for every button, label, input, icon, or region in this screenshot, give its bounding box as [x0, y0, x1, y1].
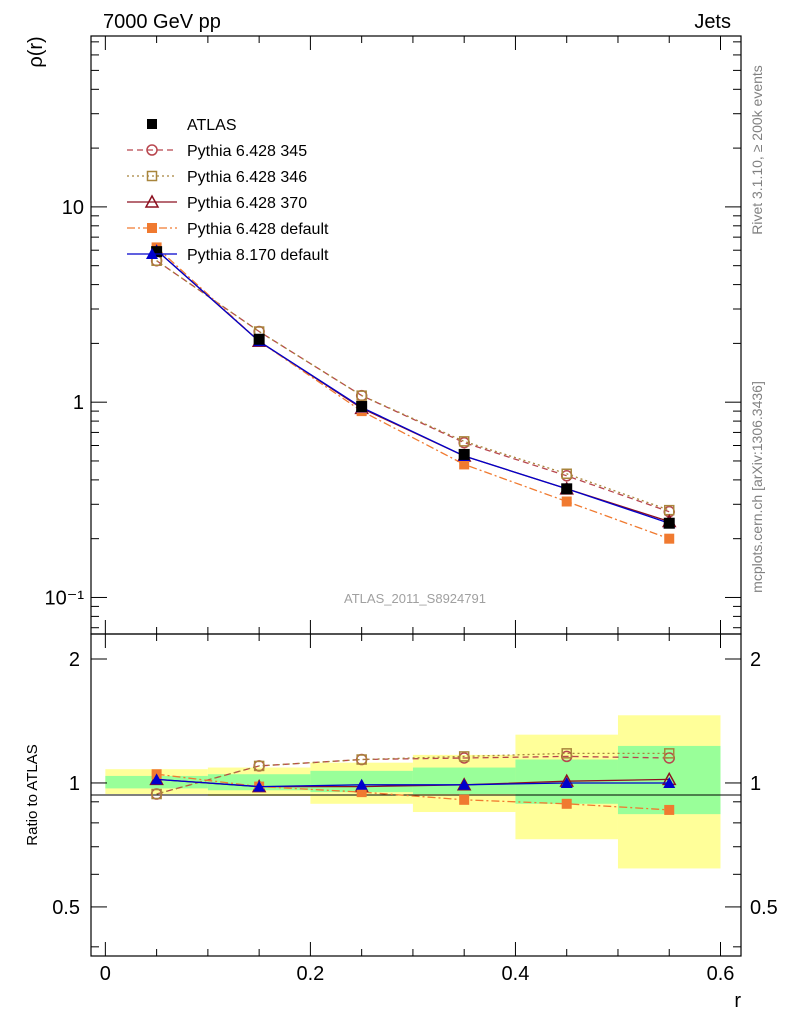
legend-label-pythia-6-428-default: Pythia 6.428 default: [187, 221, 329, 238]
side-label-rivet: Rivet 3.1.10, ≥ 200k events: [749, 65, 765, 235]
series-line-pythia-6-428-345: [156, 260, 670, 513]
ratio-y-tick-label-right-1: 1: [750, 773, 761, 795]
ratio-line-pythia-6-428-345: [156, 755, 670, 795]
main-plot-series: [149, 242, 677, 544]
point-pythia-6-428-346-2: [356, 390, 367, 401]
ratio-point-pythia-8-170-default-1: [253, 780, 266, 792]
series-line-pythia-6-428-346: [156, 260, 670, 511]
x-axis-label: r: [734, 990, 741, 1012]
x-tick-label-0: 0: [100, 963, 111, 985]
main-y-tick-label-1: 1: [73, 392, 84, 414]
ratio-uncertainty-bands: [105, 715, 721, 869]
legend-marker-pythia-6-428-345: [146, 144, 158, 156]
ratio-point-pythia-6-428-default-4: [561, 798, 572, 809]
ratio-line-pythia-6-428-346: [156, 752, 670, 795]
series-line-pythia-6-428-default: [156, 246, 670, 540]
ratio-y-tick-label-left-0: 0.5: [52, 897, 80, 919]
point-atlas-2: [356, 401, 368, 413]
ratio-point-pythia-6-428-346-4: [561, 748, 572, 759]
legend-label-pythia-6-428-370: Pythia 6.428 370: [187, 195, 307, 212]
point-pythia-6-428-default-4: [561, 496, 572, 507]
series-line-pythia-6-428-370: [156, 249, 670, 523]
main-y-tick-label-2: 10⁻¹: [45, 587, 85, 609]
ratio-point-pythia-6-428-default-5: [664, 804, 675, 815]
ratio-plot-frame: [90, 633, 742, 957]
legend-marker-atlas: [147, 119, 157, 129]
ratio-y-label: Ratio to ATLAS: [24, 744, 41, 845]
point-atlas-3: [458, 448, 470, 460]
ratio-point-pythia-6-428-default-2: [356, 787, 367, 798]
ratio-plot-ticks: 0.5 0.5 1 1 2 2 0 0.2 0.4 0.6: [52, 634, 778, 985]
point-pythia-6-428-346-4: [561, 468, 572, 480]
legend-label-pythia-6-428-345: Pythia 6.428 345: [187, 143, 307, 160]
header-left: 7000 GeV pp: [103, 11, 221, 33]
ratio-series: [149, 748, 677, 815]
ratio-plot: 0.5 0.5 1 1 2 2 0 0.2 0.4 0.6: [52, 633, 778, 985]
legend-label-pythia-8-170-default: Pythia 8.170 default: [187, 247, 329, 264]
ratio-line-pythia-8-170-default: [156, 778, 670, 788]
point-atlas-4: [561, 483, 573, 495]
main-plot-ticks: 10 1 10⁻¹: [45, 36, 741, 634]
ratio-point-pythia-8-170-default-4: [560, 776, 573, 788]
legend-marker-pythia-6-428-370: [144, 194, 160, 208]
legend-label-atlas: ATLAS: [187, 117, 237, 134]
ratio-point-pythia-6-428-346-5: [663, 748, 675, 759]
ratio-point-pythia-6-428-default-3: [459, 794, 470, 805]
side-label-mcplots: mcplots.cern.ch [arXiv:1306.3436]: [749, 381, 765, 593]
ratio-point-pythia-8-170-default-2: [355, 778, 368, 790]
point-pythia-6-428-default-3: [459, 459, 470, 470]
ratio-y-tick-label-right-0: 0.5: [750, 897, 778, 919]
ratio-y-tick-label-left-2: 2: [69, 649, 80, 671]
ratio-y-tick-label-left-1: 1: [69, 773, 80, 795]
legend-marker-pythia-6-428-346: [146, 170, 158, 182]
ratio-point-pythia-8-170-default-3: [458, 778, 471, 790]
main-plot: 10 1 10⁻¹ ATLAS Pythia 6.428 345 Pythia 6.42…: [45, 35, 742, 635]
legend-label-pythia-6-428-346: Pythia 6.428 346: [187, 169, 307, 186]
ratio-point-pythia-6-428-346-3: [458, 751, 470, 762]
x-tick-label-3: 0.6: [707, 963, 735, 985]
ratio-point-pythia-6-428-346-2: [356, 754, 367, 765]
ratio-point-pythia-6-428-346-1: [253, 760, 265, 772]
watermark: ATLAS_2011_S8924791: [344, 591, 486, 606]
main-y-tick-label-0: 10: [62, 197, 84, 219]
ratio-point-pythia-8-170-default-5: [663, 776, 676, 788]
series-line-pythia-8-170-default: [156, 249, 670, 524]
main-y-label: ρ(r): [25, 36, 47, 67]
legend: ATLAS Pythia 6.428 345 Pythia 6.428 346 Pyt…: [127, 117, 329, 264]
x-tick-label-2: 0.4: [502, 963, 530, 985]
point-atlas-0: [151, 246, 163, 258]
point-pythia-6-428-default-5: [664, 533, 675, 544]
point-pythia-6-428-346-3: [458, 436, 470, 447]
ratio-point-pythia-6-428-346-0: [151, 788, 162, 800]
legend-marker-pythia-6-428-default: [147, 223, 157, 233]
point-atlas-1: [253, 333, 265, 345]
legend-marker-pythia-8-170-default: [146, 248, 158, 259]
x-tick-label-1: 0.2: [296, 963, 324, 985]
ratio-point-pythia-8-170-default-0: [150, 773, 163, 785]
ratio-line-pythia-6-428-default: [156, 773, 670, 811]
header-right: Jets: [694, 11, 731, 33]
point-atlas-5: [663, 517, 675, 529]
ratio-y-tick-label-right-2: 2: [750, 649, 761, 671]
